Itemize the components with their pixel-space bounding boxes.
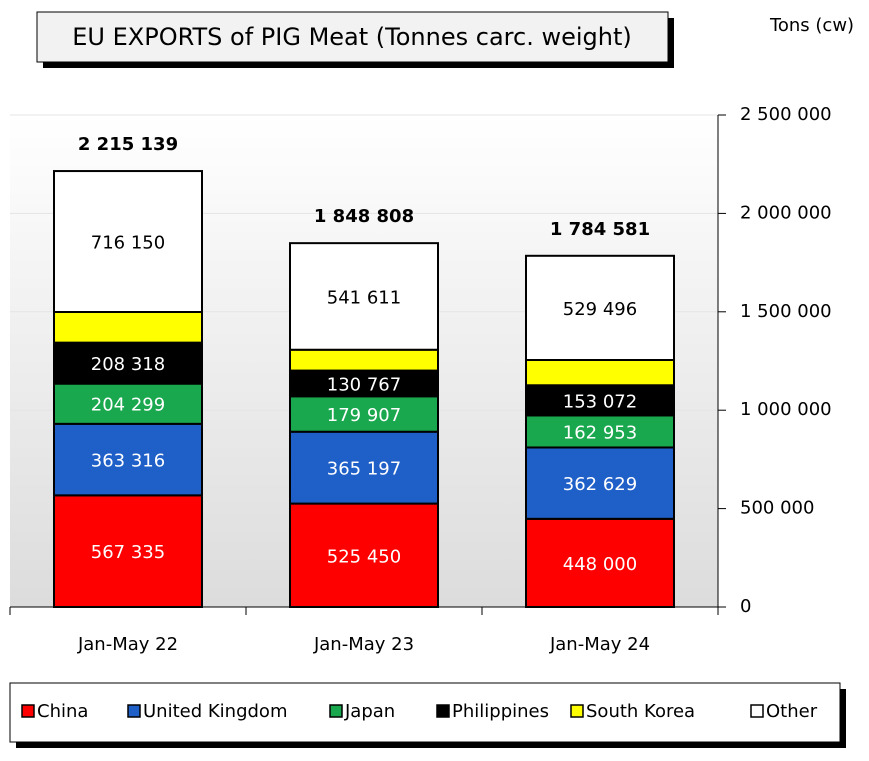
bar-segment bbox=[53, 382, 203, 425]
legend-swatch bbox=[570, 704, 584, 718]
bar-segment bbox=[525, 446, 675, 520]
data-label: 208 318 bbox=[91, 354, 165, 375]
legend-label: Other bbox=[766, 701, 818, 722]
data-label: 525 450 bbox=[327, 546, 401, 567]
total-label: 2 215 139 bbox=[78, 134, 178, 155]
y-tick-label: 1 500 000 bbox=[740, 301, 832, 322]
data-label: 204 299 bbox=[91, 395, 165, 416]
data-label: 716 150 bbox=[91, 233, 165, 254]
total-label: 1 848 808 bbox=[314, 206, 414, 227]
legend-label: South Korea bbox=[586, 701, 695, 722]
data-label: 362 629 bbox=[563, 474, 637, 495]
legend-label: China bbox=[37, 701, 88, 722]
legend-label: Japan bbox=[344, 701, 395, 722]
legend-label: United Kingdom bbox=[143, 701, 287, 722]
bar-segment bbox=[53, 494, 203, 609]
data-label: 130 767 bbox=[327, 374, 401, 395]
legend-swatch bbox=[329, 704, 343, 718]
data-label: 365 197 bbox=[327, 459, 401, 480]
y-tick-label: 2 000 000 bbox=[740, 202, 832, 223]
bar-segment bbox=[53, 310, 203, 344]
bar-segment bbox=[289, 430, 439, 505]
legend-label: Philippines bbox=[452, 701, 549, 722]
legend-swatch bbox=[127, 704, 141, 718]
bar-segment bbox=[289, 369, 439, 398]
bar-segment bbox=[53, 170, 203, 313]
chart-title: EU EXPORTS of PIG Meat (Tonnes carc. wei… bbox=[72, 23, 631, 51]
bar-segment bbox=[53, 422, 203, 497]
x-tick-label: Jan-May 22 bbox=[77, 634, 178, 655]
legend-swatch bbox=[750, 704, 764, 718]
data-label: 179 907 bbox=[327, 405, 401, 426]
legend-box bbox=[9, 682, 841, 743]
title-box bbox=[36, 11, 669, 63]
bar-segment bbox=[53, 341, 203, 385]
y-tick-label: 0 bbox=[740, 596, 751, 617]
legend-swatch bbox=[21, 704, 35, 718]
data-label: 448 000 bbox=[563, 554, 637, 575]
data-label: 153 072 bbox=[563, 391, 637, 412]
y-tick-label: 2 500 000 bbox=[740, 104, 832, 125]
data-label: 162 953 bbox=[563, 422, 637, 443]
bar-segment bbox=[289, 348, 439, 372]
bar-segment bbox=[289, 395, 439, 433]
y-tick-label: 1 000 000 bbox=[740, 399, 832, 420]
data-label: 529 496 bbox=[563, 299, 637, 320]
x-tick-label: Jan-May 23 bbox=[313, 634, 414, 655]
bar-segment bbox=[525, 254, 675, 361]
bar-segment bbox=[525, 358, 675, 387]
axis-label: Tons (cw) bbox=[769, 15, 854, 36]
total-label: 1 784 581 bbox=[550, 219, 650, 240]
data-label: 363 316 bbox=[91, 451, 165, 472]
bar-segment bbox=[525, 517, 675, 609]
y-tick-label: 500 000 bbox=[740, 498, 814, 519]
x-tick-label: Jan-May 24 bbox=[549, 634, 650, 655]
data-label: 567 335 bbox=[91, 542, 165, 563]
data-label: 541 611 bbox=[327, 287, 401, 308]
legend-swatch bbox=[436, 704, 450, 718]
bar-segment bbox=[289, 242, 439, 351]
